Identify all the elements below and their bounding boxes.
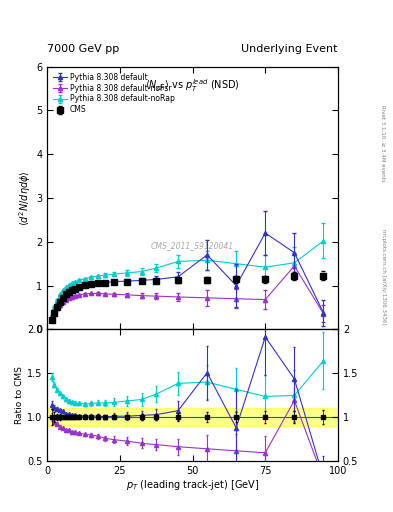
Text: mcplots.cern.ch [arXiv:1306.3436]: mcplots.cern.ch [arXiv:1306.3436] — [381, 229, 386, 324]
Text: Underlying Event: Underlying Event — [241, 44, 338, 54]
X-axis label: $p_T$ (leading track-jet) [GeV]: $p_T$ (leading track-jet) [GeV] — [126, 478, 259, 493]
Legend: Pythia 8.308 default, Pythia 8.308 default-noFsr, Pythia 8.308 default-noRap, CM: Pythia 8.308 default, Pythia 8.308 defau… — [51, 70, 177, 117]
Y-axis label: $\langle d^2 N/d\eta d\phi\rangle$: $\langle d^2 N/d\eta d\phi\rangle$ — [17, 170, 33, 226]
Text: $\langle N_{ch}\rangle$ vs $p_T^{lead}$ (NSD): $\langle N_{ch}\rangle$ vs $p_T^{lead}$ … — [145, 77, 240, 94]
Y-axis label: Ratio to CMS: Ratio to CMS — [15, 366, 24, 424]
Text: CMS_2011_S9120041: CMS_2011_S9120041 — [151, 241, 234, 250]
Text: Rivet 3.1.10, ≥ 3.4M events: Rivet 3.1.10, ≥ 3.4M events — [381, 105, 386, 182]
Bar — [47, 408, 338, 426]
Text: 7000 GeV pp: 7000 GeV pp — [47, 44, 119, 54]
